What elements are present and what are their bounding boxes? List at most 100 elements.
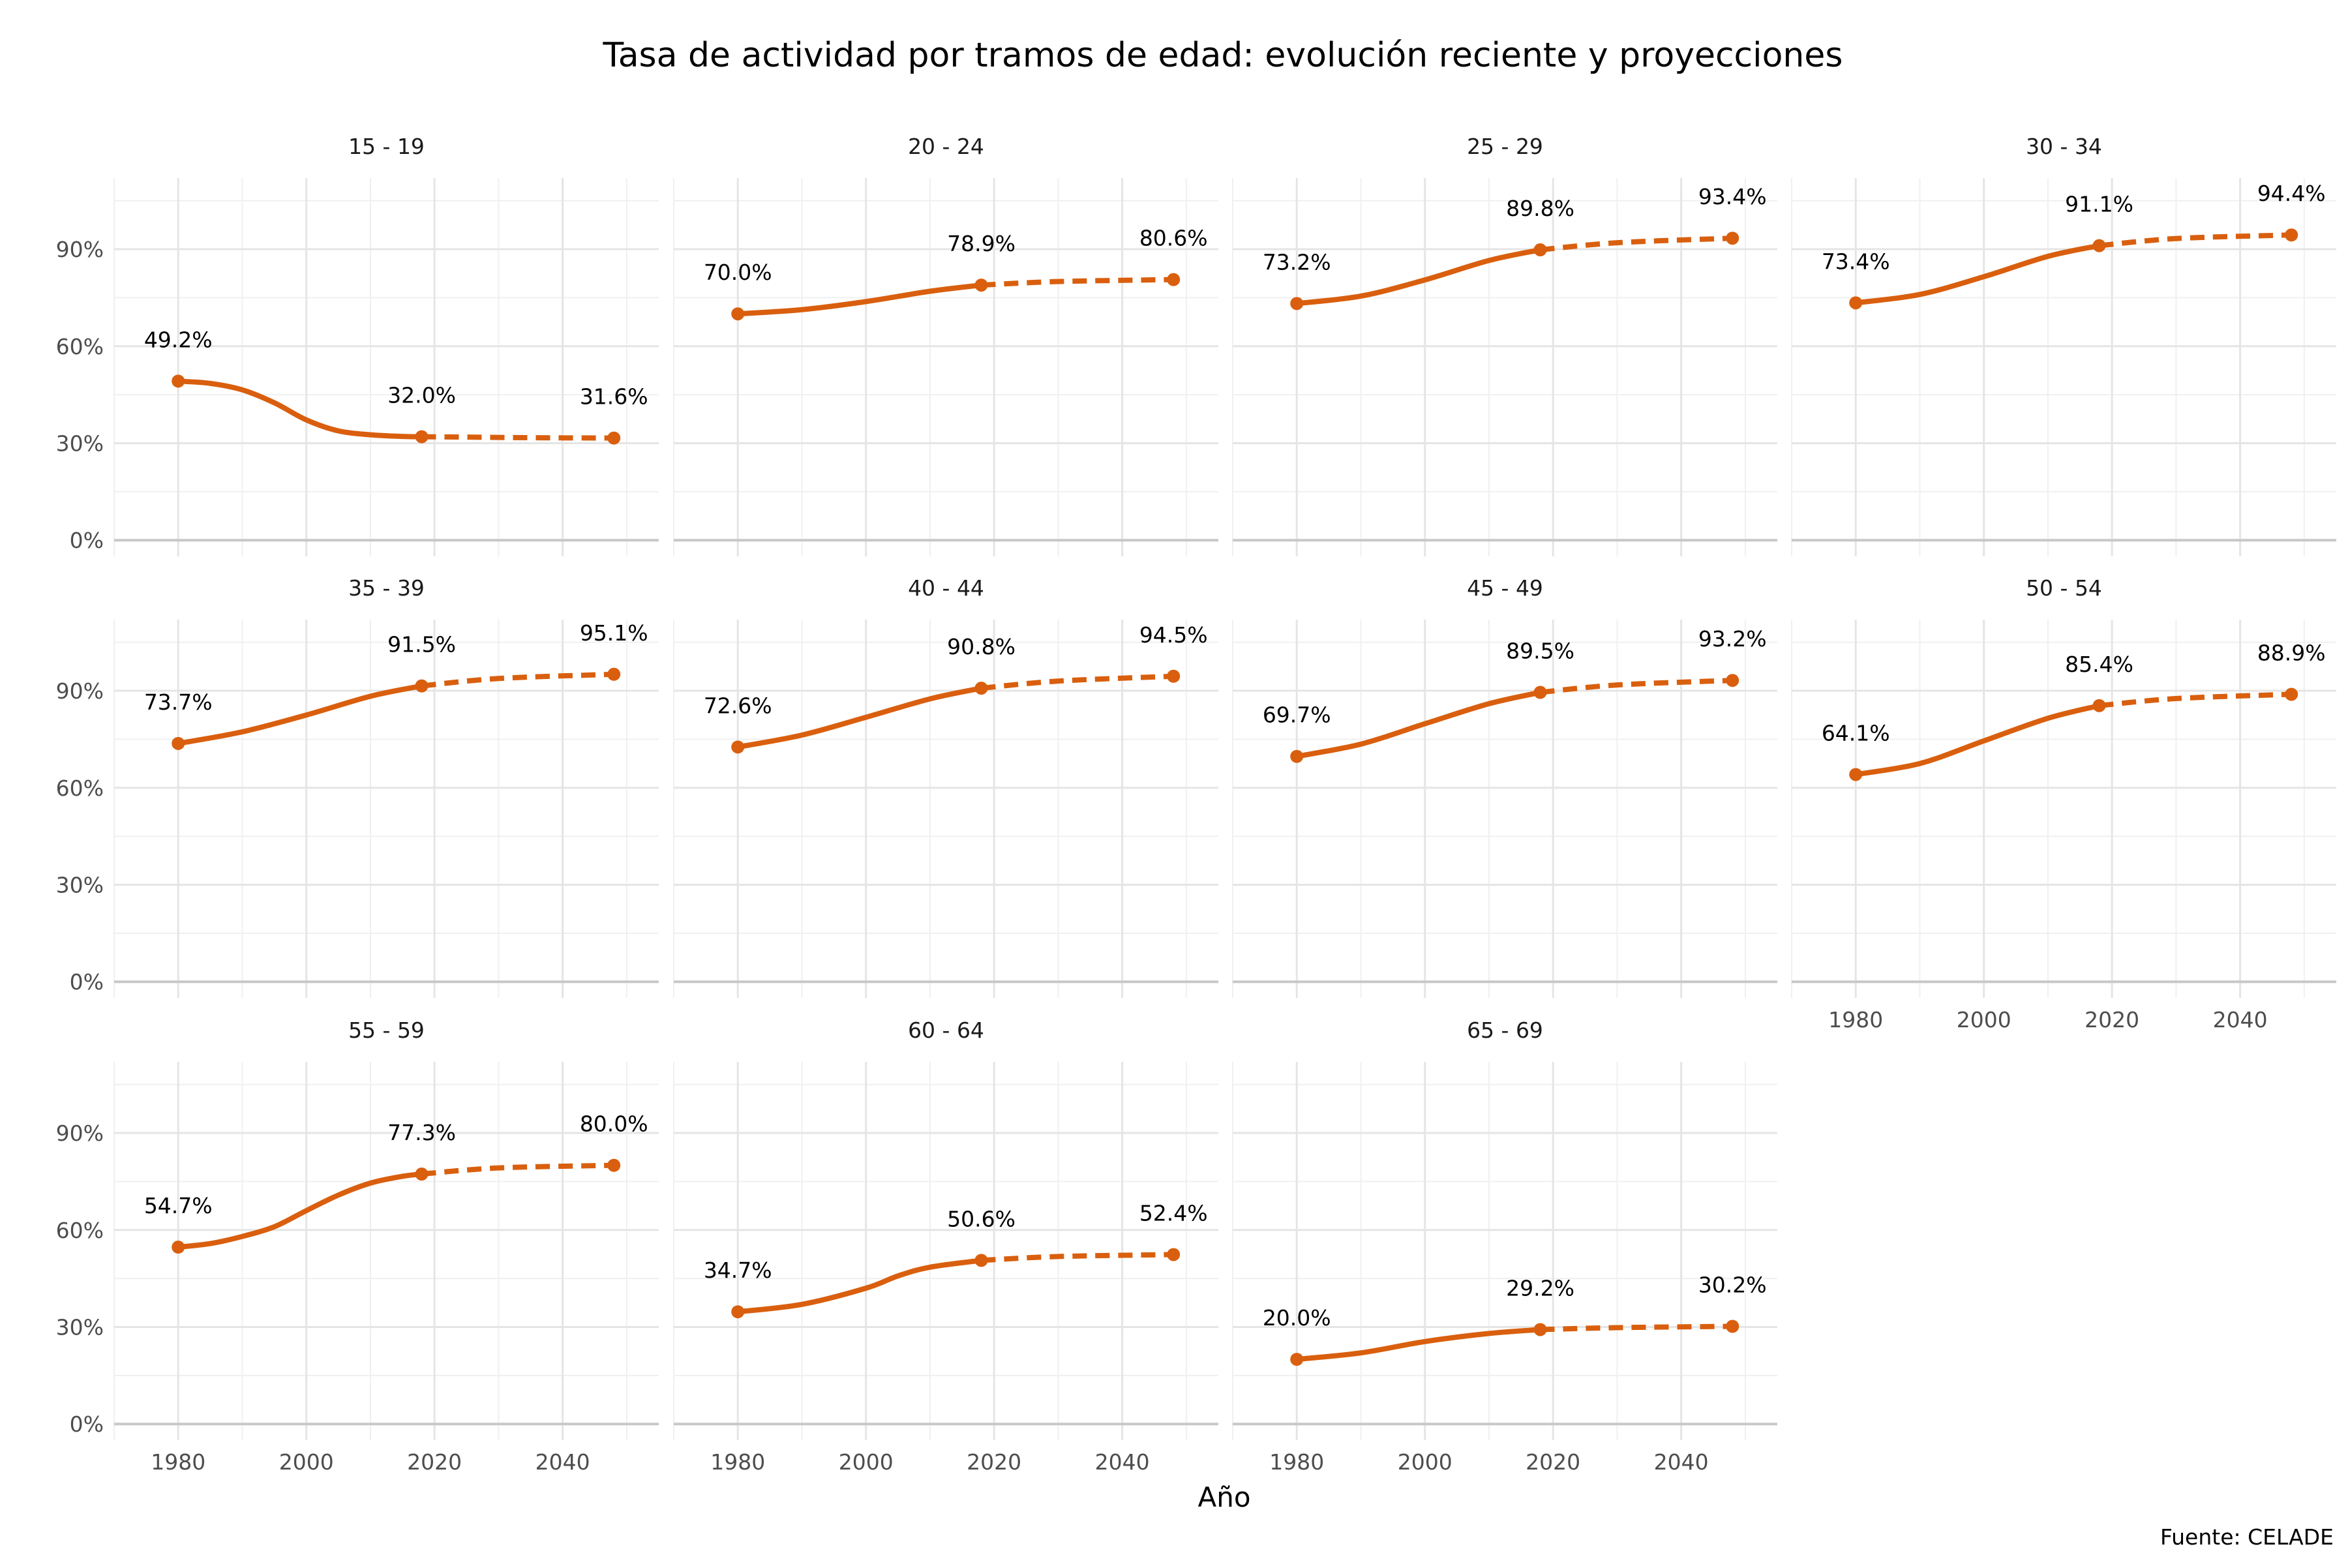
x-tick-label: 2000 <box>1398 1449 1452 1475</box>
panel-strip-label: 40 - 44 <box>908 575 984 601</box>
panel-strip-label: 55 - 59 <box>348 1018 425 1043</box>
panel-strip-label: 15 - 19 <box>348 134 425 159</box>
data-point <box>607 1158 621 1172</box>
data-point <box>415 679 429 693</box>
panel-15-19: 15 - 19 0% 30% 60% 90% 49.2% 32.0% 31.6% <box>56 134 659 556</box>
data-label: 73.7% <box>144 689 213 715</box>
x-tick-label: 2020 <box>407 1449 462 1475</box>
panel-30-34: 30 - 34 73.4% 91.1% 94.4% <box>1791 134 2336 556</box>
data-label: 32.0% <box>387 383 456 408</box>
observed-series-line <box>735 686 984 750</box>
x-tick-label: 2040 <box>2213 1007 2268 1033</box>
panel-20-24: 20 - 24 70.0% 78.9% 80.6% <box>673 134 1218 556</box>
projected-series-line <box>421 1162 614 1177</box>
y-tick-label: 30% <box>56 872 104 897</box>
data-point <box>1167 273 1181 286</box>
panel-65-69: 65 - 69 1980 2000 2020 2040 20.0% 29.2% 30.2% <box>1232 1018 1777 1475</box>
data-point <box>1533 686 1547 699</box>
observed-series-line <box>1294 247 1543 307</box>
data-point <box>1726 1319 1739 1333</box>
data-label: 91.1% <box>2065 192 2133 217</box>
data-label: 89.5% <box>1506 639 1574 664</box>
data-label: 94.5% <box>1139 622 1208 648</box>
data-label: 31.6% <box>580 384 648 410</box>
data-point <box>1726 232 1739 245</box>
data-label: 80.0% <box>580 1111 648 1137</box>
data-label: 91.5% <box>387 632 456 657</box>
data-point <box>415 1168 429 1181</box>
data-point <box>731 1305 745 1319</box>
observed-series-line <box>1294 689 1543 759</box>
data-label: 89.8% <box>1506 196 1574 221</box>
data-label: 29.2% <box>1506 1275 1574 1301</box>
data-point <box>1849 768 1863 781</box>
panel-strip-label: 20 - 24 <box>908 134 984 159</box>
panel-strip-label: 35 - 39 <box>348 575 425 601</box>
data-point <box>1533 1323 1547 1336</box>
data-point <box>974 279 988 292</box>
data-point <box>731 307 745 321</box>
data-point <box>1167 1248 1181 1261</box>
data-point <box>731 740 745 754</box>
y-tick-label: 0% <box>70 1411 104 1437</box>
data-point <box>2092 699 2106 712</box>
panel-strip-label: 60 - 64 <box>908 1018 984 1043</box>
data-point <box>2285 228 2298 242</box>
panel-45-49: 45 - 49 69.7% 89.5% 93.2% <box>1232 575 1777 998</box>
projected-series-line <box>1540 1323 1733 1333</box>
data-label: 93.2% <box>1698 626 1767 652</box>
y-tick-label: 30% <box>56 1314 104 1340</box>
data-point <box>974 1254 988 1267</box>
data-label: 95.1% <box>580 620 648 646</box>
data-label: 90.8% <box>947 634 1016 659</box>
panel-55-59: 55 - 59 0% 30% 60% 90% 1980 2000 2020 2040 54.7% 7… <box>56 1018 659 1475</box>
observed-series-line <box>735 1258 984 1315</box>
projected-series-line <box>981 673 1174 691</box>
projected-series-line <box>421 434 614 441</box>
observed-series-line <box>175 378 425 440</box>
data-label: 50.6% <box>947 1206 1016 1231</box>
observed-series-line <box>175 683 425 746</box>
data-point <box>2092 239 2106 252</box>
data-label: 64.1% <box>1822 720 1890 746</box>
x-tick-label: 2020 <box>2085 1007 2139 1033</box>
projected-series-line <box>2099 232 2292 249</box>
data-point <box>1290 1353 1304 1366</box>
x-tick-label: 2000 <box>279 1449 334 1475</box>
x-tick-label: 2000 <box>1957 1007 2011 1033</box>
x-axis-title: Año <box>1197 1481 1250 1513</box>
panel-strip-label: 50 - 54 <box>2026 575 2102 601</box>
data-label: 94.4% <box>2257 181 2326 206</box>
x-tick-label: 2040 <box>535 1449 590 1475</box>
y-tick-label: 60% <box>56 1218 104 1243</box>
projected-series-line <box>2099 691 2292 708</box>
data-label: 30.2% <box>1698 1273 1767 1298</box>
observed-series-line <box>735 282 984 317</box>
y-tick-label: 0% <box>70 528 104 553</box>
data-point <box>974 682 988 695</box>
data-point <box>607 431 621 445</box>
y-tick-label: 90% <box>56 678 104 704</box>
x-tick-label: 1980 <box>151 1449 205 1475</box>
data-label: 54.7% <box>144 1193 213 1218</box>
data-point <box>415 430 429 444</box>
data-point <box>172 736 185 750</box>
projected-series-line <box>1540 678 1733 695</box>
chart-caption: Fuente: CELADE <box>2160 1524 2334 1550</box>
panels-layer: 15 - 19 0% 30% 60% 90% 49.2% 32.0% 31.6% 20 - 24… <box>56 134 2336 1475</box>
panel-strip-label: 30 - 34 <box>2026 134 2102 159</box>
y-tick-label: 30% <box>56 430 104 456</box>
projected-series-line <box>981 1252 1174 1263</box>
data-label: 73.4% <box>1822 249 1890 274</box>
data-label: 73.2% <box>1263 249 1331 275</box>
panel-strip-label: 45 - 49 <box>1467 575 1543 601</box>
y-tick-label: 90% <box>56 237 104 262</box>
observed-series-line <box>1294 1327 1543 1363</box>
x-tick-label: 2000 <box>839 1449 894 1475</box>
panel-25-29: 25 - 29 73.2% 89.8% 93.4% <box>1232 134 1777 556</box>
observed-series-line <box>175 1171 425 1250</box>
data-label: 52.4% <box>1139 1200 1208 1226</box>
data-label: 70.0% <box>704 260 772 285</box>
